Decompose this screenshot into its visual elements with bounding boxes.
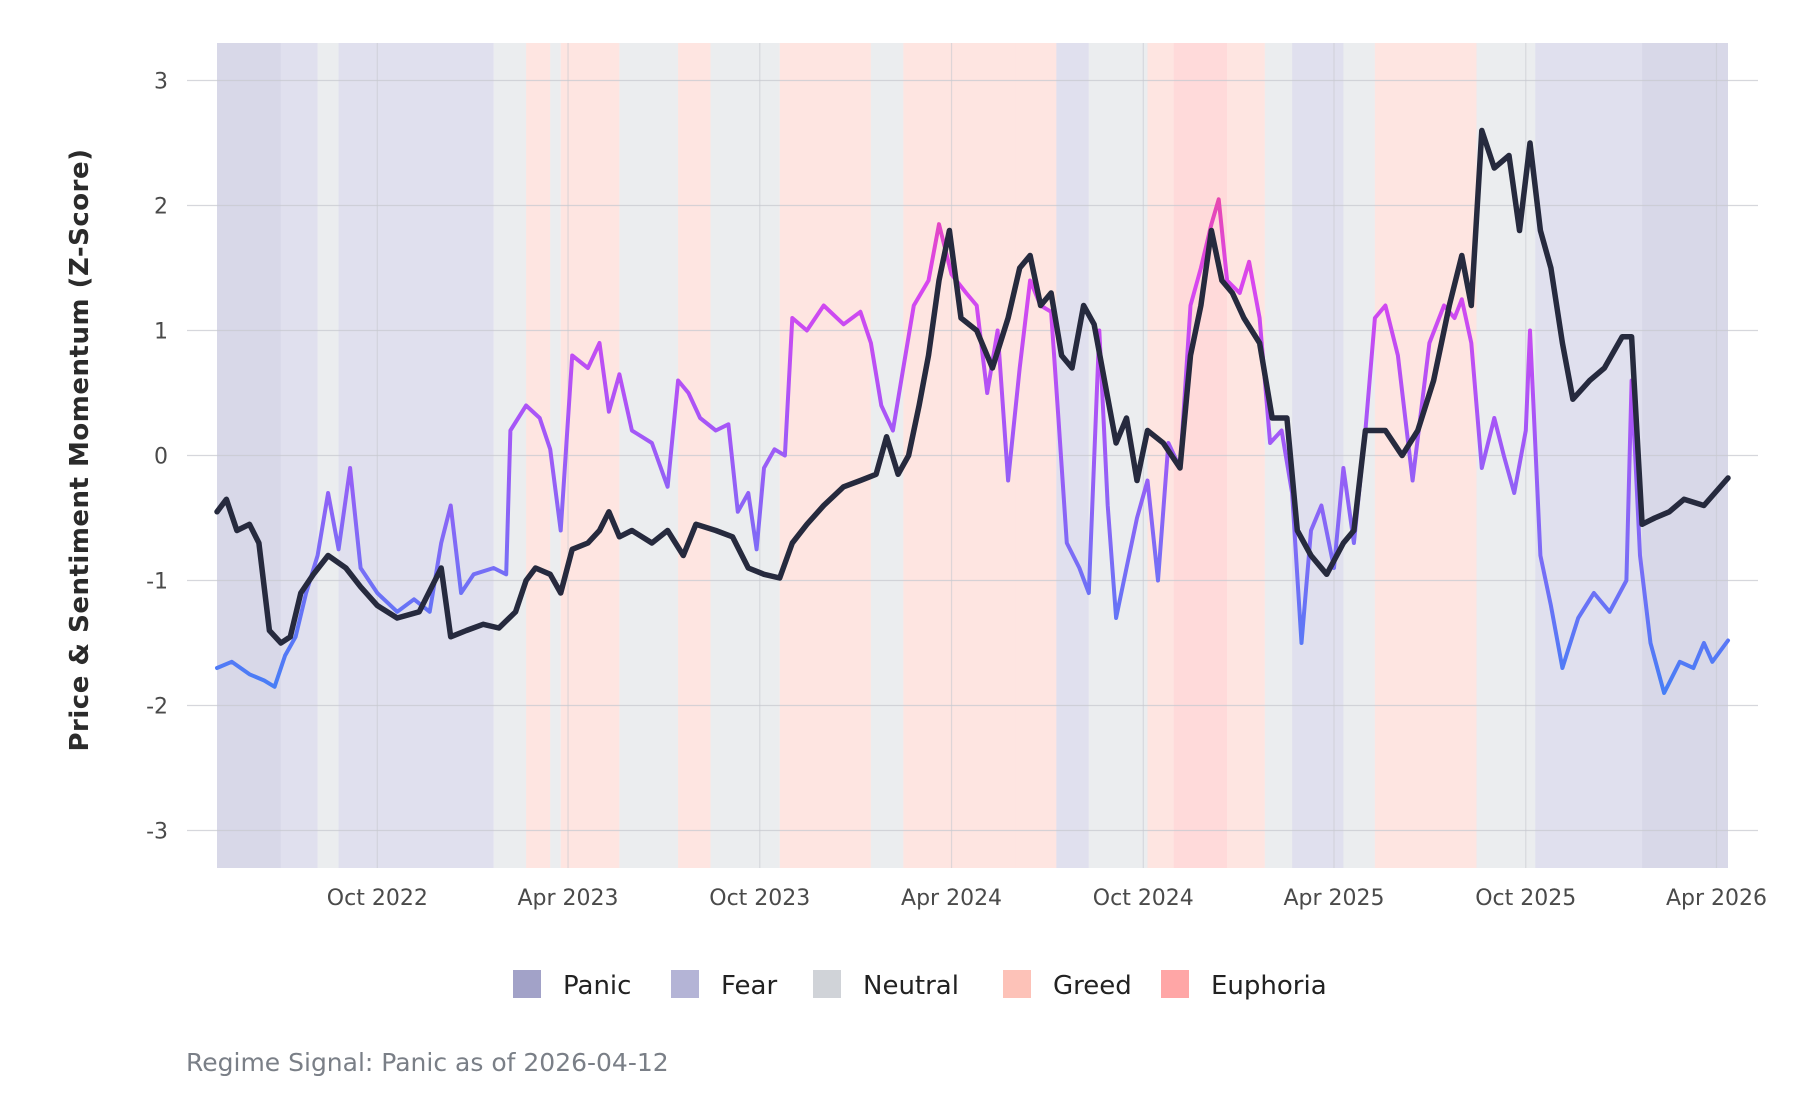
legend-label-panic: Panic	[563, 971, 631, 1001]
y-tick-label: 2	[154, 195, 168, 220]
legend-swatch-panic	[513, 970, 541, 998]
y-tick-label: -1	[146, 570, 168, 595]
y-tick-label: 0	[154, 445, 168, 470]
x-tick-label: Apr 2024	[901, 886, 1002, 911]
x-axis: Oct 2022 Apr 2023 Oct 2023 Apr 2024 Oct 2024…	[327, 886, 1767, 911]
legend-label-fear: Fear	[721, 971, 777, 1001]
x-tick-label: Apr 2025	[1283, 886, 1384, 911]
gridlines	[187, 43, 1758, 868]
sentiment-momentum-line	[215, 197, 1730, 695]
x-tick-label: Oct 2025	[1475, 886, 1576, 911]
legend-swatch-greed	[1003, 970, 1031, 998]
y-tick-label: -3	[146, 820, 168, 845]
y-axis: 3 2 1 0 -1 -2 -3	[146, 70, 168, 845]
series-lines	[214, 127, 1731, 695]
y-tick-label: -2	[146, 695, 168, 720]
legend-label-euphoria: Euphoria	[1211, 971, 1327, 1001]
y-tick-label: 3	[154, 70, 168, 95]
x-tick-label: Oct 2024	[1093, 886, 1194, 911]
legend-swatch-euphoria	[1161, 970, 1189, 998]
legend-swatch-fear	[671, 970, 699, 998]
price-momentum-line	[214, 127, 1731, 646]
legend-label-greed: Greed	[1053, 971, 1132, 1001]
x-tick-label: Apr 2026	[1666, 886, 1767, 911]
y-axis-title: Price & Sentiment Momentum (Z-Score)	[65, 149, 95, 752]
regime-caption: Regime Signal: Panic as of 2026-04-12	[186, 1048, 669, 1077]
legend-swatch-neutral	[813, 970, 841, 998]
y-tick-label: 1	[154, 320, 168, 345]
x-tick-label: Oct 2022	[327, 886, 428, 911]
legend: Panic Fear Neutral Greed Euphoria	[513, 970, 1327, 1001]
legend-label-neutral: Neutral	[863, 971, 959, 1001]
x-tick-label: Oct 2023	[709, 886, 810, 911]
x-tick-label: Apr 2023	[518, 886, 619, 911]
